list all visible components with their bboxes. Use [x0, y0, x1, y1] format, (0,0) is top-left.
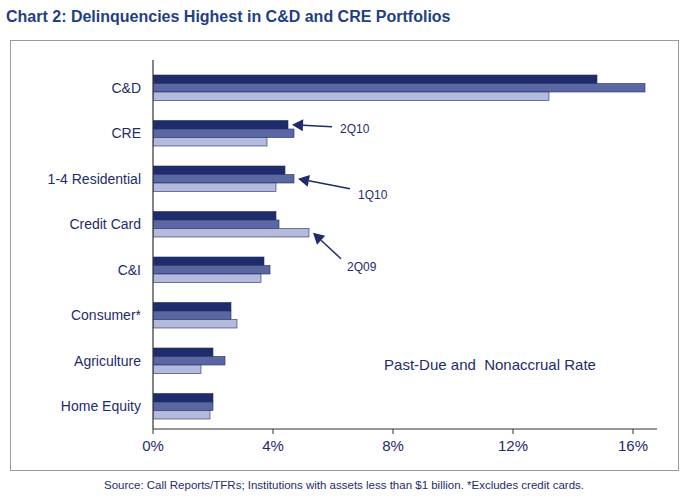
bar — [153, 138, 267, 147]
bar — [153, 84, 645, 93]
series-label: 2Q10 — [340, 122, 370, 136]
bar — [153, 274, 261, 283]
x-tick — [393, 429, 394, 434]
chart: Chart 2: Delinquencies Highest in C&D an… — [0, 0, 689, 499]
category-label: Home Equity — [61, 398, 141, 414]
category-label: Agriculture — [74, 353, 141, 369]
title: Chart 2: Delinquencies Highest in C&D an… — [6, 8, 451, 25]
bar — [153, 357, 225, 366]
series-label: 2Q09 — [347, 260, 377, 274]
bar — [153, 311, 231, 320]
category-label: 1-4 Residential — [48, 171, 141, 187]
bar — [153, 75, 597, 84]
bar — [153, 365, 201, 374]
x-tick-label: 16% — [618, 437, 648, 454]
bar — [153, 175, 294, 184]
series-label: 1Q10 — [358, 188, 388, 202]
y-axis-line — [152, 60, 153, 429]
arrow-line — [309, 181, 350, 189]
x-axis-line — [153, 428, 657, 429]
arrow-line — [303, 125, 332, 126]
category-label: C&D — [111, 80, 141, 96]
arrow-line — [321, 240, 341, 259]
category-label: Credit Card — [69, 216, 141, 232]
bar — [153, 320, 237, 329]
bar — [153, 229, 309, 238]
arrow-head — [313, 233, 325, 245]
category-label: C&I — [118, 262, 141, 278]
x-tick-label: 0% — [142, 437, 164, 454]
annotation: Past-Due and Nonaccrual Rate — [384, 356, 596, 373]
bar — [153, 394, 213, 403]
bar — [153, 121, 288, 130]
caption: Source: Call Reports/TFRs; Institutions … — [104, 479, 584, 491]
x-tick-label: 12% — [498, 437, 528, 454]
bar — [153, 129, 294, 138]
arrow-head — [298, 175, 310, 187]
bar — [153, 212, 276, 221]
bar — [153, 402, 213, 411]
x-tick — [273, 429, 274, 434]
bar — [153, 303, 231, 312]
bar — [153, 348, 213, 357]
bar — [153, 183, 276, 192]
x-tick-label: 4% — [262, 437, 284, 454]
bars — [153, 75, 645, 419]
bar — [153, 266, 270, 275]
x-tick — [633, 429, 634, 434]
x-tick — [153, 429, 154, 434]
x-tick-label: 8% — [382, 437, 404, 454]
arrow-head — [292, 119, 303, 131]
category-label: Consumer* — [71, 307, 142, 323]
x-tick — [513, 429, 514, 434]
bar — [153, 220, 279, 229]
bar — [153, 411, 210, 420]
frame — [11, 41, 679, 471]
category-label: CRE — [111, 125, 141, 141]
bar — [153, 166, 285, 175]
bar — [153, 257, 264, 266]
bar — [153, 92, 549, 101]
